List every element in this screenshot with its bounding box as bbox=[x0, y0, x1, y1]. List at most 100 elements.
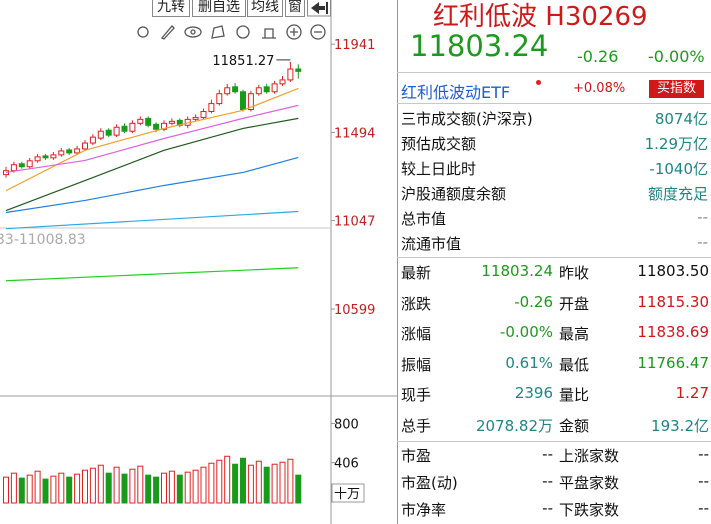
volume-bar bbox=[18, 477, 25, 504]
volume-bar bbox=[82, 469, 88, 504]
volume-bar bbox=[200, 466, 207, 504]
volume-bar bbox=[113, 466, 120, 504]
index-price: 11803.24 bbox=[410, 29, 549, 63]
volume-bar bbox=[287, 458, 294, 504]
candle-body bbox=[58, 150, 65, 156]
lock-icon[interactable] bbox=[262, 28, 276, 39]
quote-value: 2078.82万 bbox=[475, 416, 553, 435]
candle-body bbox=[161, 122, 167, 130]
quote-value: 11838.69 bbox=[637, 323, 709, 341]
candle-body bbox=[137, 118, 144, 124]
zoom-in-icon[interactable] bbox=[286, 24, 302, 40]
volume-bar bbox=[153, 476, 160, 504]
stat-value: 额度充足 bbox=[647, 185, 708, 203]
candle-body bbox=[232, 86, 239, 93]
draw-icon[interactable] bbox=[160, 25, 175, 40]
candle-body bbox=[89, 136, 96, 144]
index-pct: -0.00% bbox=[648, 47, 705, 66]
quote-label: 量比 bbox=[559, 386, 590, 404]
tag-icon[interactable] bbox=[236, 25, 250, 39]
candle-body bbox=[113, 126, 120, 136]
y-tick-label: 11047 bbox=[334, 215, 375, 230]
candle-body bbox=[224, 87, 231, 95]
toolbar-button[interactable]: 均线 bbox=[247, 0, 283, 17]
valuation-label: 市盈(动) bbox=[401, 474, 458, 492]
quote-value: -0.00% bbox=[499, 323, 553, 341]
settings-icon[interactable] bbox=[137, 26, 149, 38]
stat-label: 沪股通额度余额 bbox=[401, 185, 507, 203]
buy-button[interactable]: 买指数 bbox=[649, 80, 704, 98]
quote-value: 2396 bbox=[514, 384, 553, 402]
index-change: -0.26 bbox=[577, 47, 619, 66]
toolbar-button[interactable]: 删自选 bbox=[192, 0, 246, 17]
volume-bar bbox=[58, 472, 65, 504]
valuation-value: -- bbox=[542, 499, 553, 517]
stat-label: 三市成交额(沪深京) bbox=[401, 110, 533, 128]
volume-bar bbox=[279, 461, 286, 504]
candle-body bbox=[247, 93, 254, 111]
view-icon-pupil bbox=[190, 29, 196, 35]
moving-average bbox=[5, 104, 299, 174]
valuation-label: 上涨家数 bbox=[559, 447, 620, 465]
separator bbox=[397, 441, 711, 442]
collapse-arrow bbox=[311, 2, 325, 14]
candle-body bbox=[240, 91, 246, 111]
candle-body bbox=[121, 125, 128, 132]
view-icon[interactable] bbox=[184, 26, 202, 38]
valuation-label: 下跌家数 bbox=[559, 501, 620, 519]
candle-body bbox=[82, 142, 88, 150]
candle-body bbox=[97, 130, 104, 139]
stat-value: -- bbox=[697, 233, 708, 251]
valuation-value: -- bbox=[542, 472, 553, 490]
quote-value: -0.26 bbox=[514, 292, 553, 311]
quote-value: 11803.50 bbox=[637, 262, 709, 280]
candle-body bbox=[34, 156, 41, 162]
quote-label: 最新 bbox=[401, 264, 432, 282]
candle-body bbox=[105, 129, 112, 136]
quote-label: 开盘 bbox=[559, 294, 590, 313]
candle-body bbox=[295, 68, 302, 72]
volume-tick-label: 800 bbox=[334, 417, 359, 432]
moving-average bbox=[5, 87, 299, 192]
volume-bar bbox=[255, 460, 262, 504]
candle-body bbox=[192, 116, 199, 120]
candle-body bbox=[153, 123, 160, 130]
mark-icon[interactable] bbox=[211, 25, 225, 39]
toolbar-button[interactable]: 窗 bbox=[285, 0, 305, 17]
valuation-value: -- bbox=[698, 499, 709, 517]
tool-icons bbox=[137, 24, 326, 40]
etf-dot bbox=[536, 80, 541, 85]
quote-value: 1.27 bbox=[675, 384, 709, 402]
candle-body bbox=[287, 68, 294, 81]
collapse-button[interactable] bbox=[307, 0, 331, 17]
reference-label: 33-11008.83 bbox=[0, 232, 86, 248]
volume-bar bbox=[105, 472, 112, 504]
etf-name[interactable]: 红利低波动ETF bbox=[401, 83, 511, 102]
volume-unit: 十万 bbox=[334, 487, 360, 502]
moving-average bbox=[5, 267, 299, 282]
quote-value: 11815.30 bbox=[637, 292, 709, 311]
quote-value: 193.2亿 bbox=[651, 416, 709, 435]
volume-bar bbox=[263, 466, 270, 504]
quote-label: 涨跌 bbox=[401, 294, 432, 313]
volume-bar bbox=[89, 467, 96, 504]
quote-value: 11766.47 bbox=[637, 353, 709, 372]
stat-label: 总市值 bbox=[401, 210, 447, 228]
stat-value: -1040亿 bbox=[649, 160, 708, 178]
quote-value: 11803.24 bbox=[481, 262, 553, 280]
volume-bar bbox=[216, 459, 223, 504]
quote-label: 总手 bbox=[401, 416, 432, 435]
volume-bar bbox=[3, 476, 9, 504]
quote-label: 最低 bbox=[559, 355, 590, 374]
candle-body bbox=[129, 122, 136, 132]
y-tick-label: 11494 bbox=[334, 126, 375, 141]
toolbar-button[interactable]: 九转 bbox=[152, 0, 190, 17]
candle-body bbox=[10, 164, 17, 172]
separator bbox=[397, 72, 711, 73]
volume-bar bbox=[97, 464, 104, 504]
stat-label: 预估成交额 bbox=[401, 135, 477, 153]
zoom-out-icon[interactable] bbox=[310, 24, 326, 40]
volume-bar bbox=[271, 463, 278, 504]
stat-value: -- bbox=[697, 208, 708, 226]
collapse-bar bbox=[326, 2, 328, 14]
